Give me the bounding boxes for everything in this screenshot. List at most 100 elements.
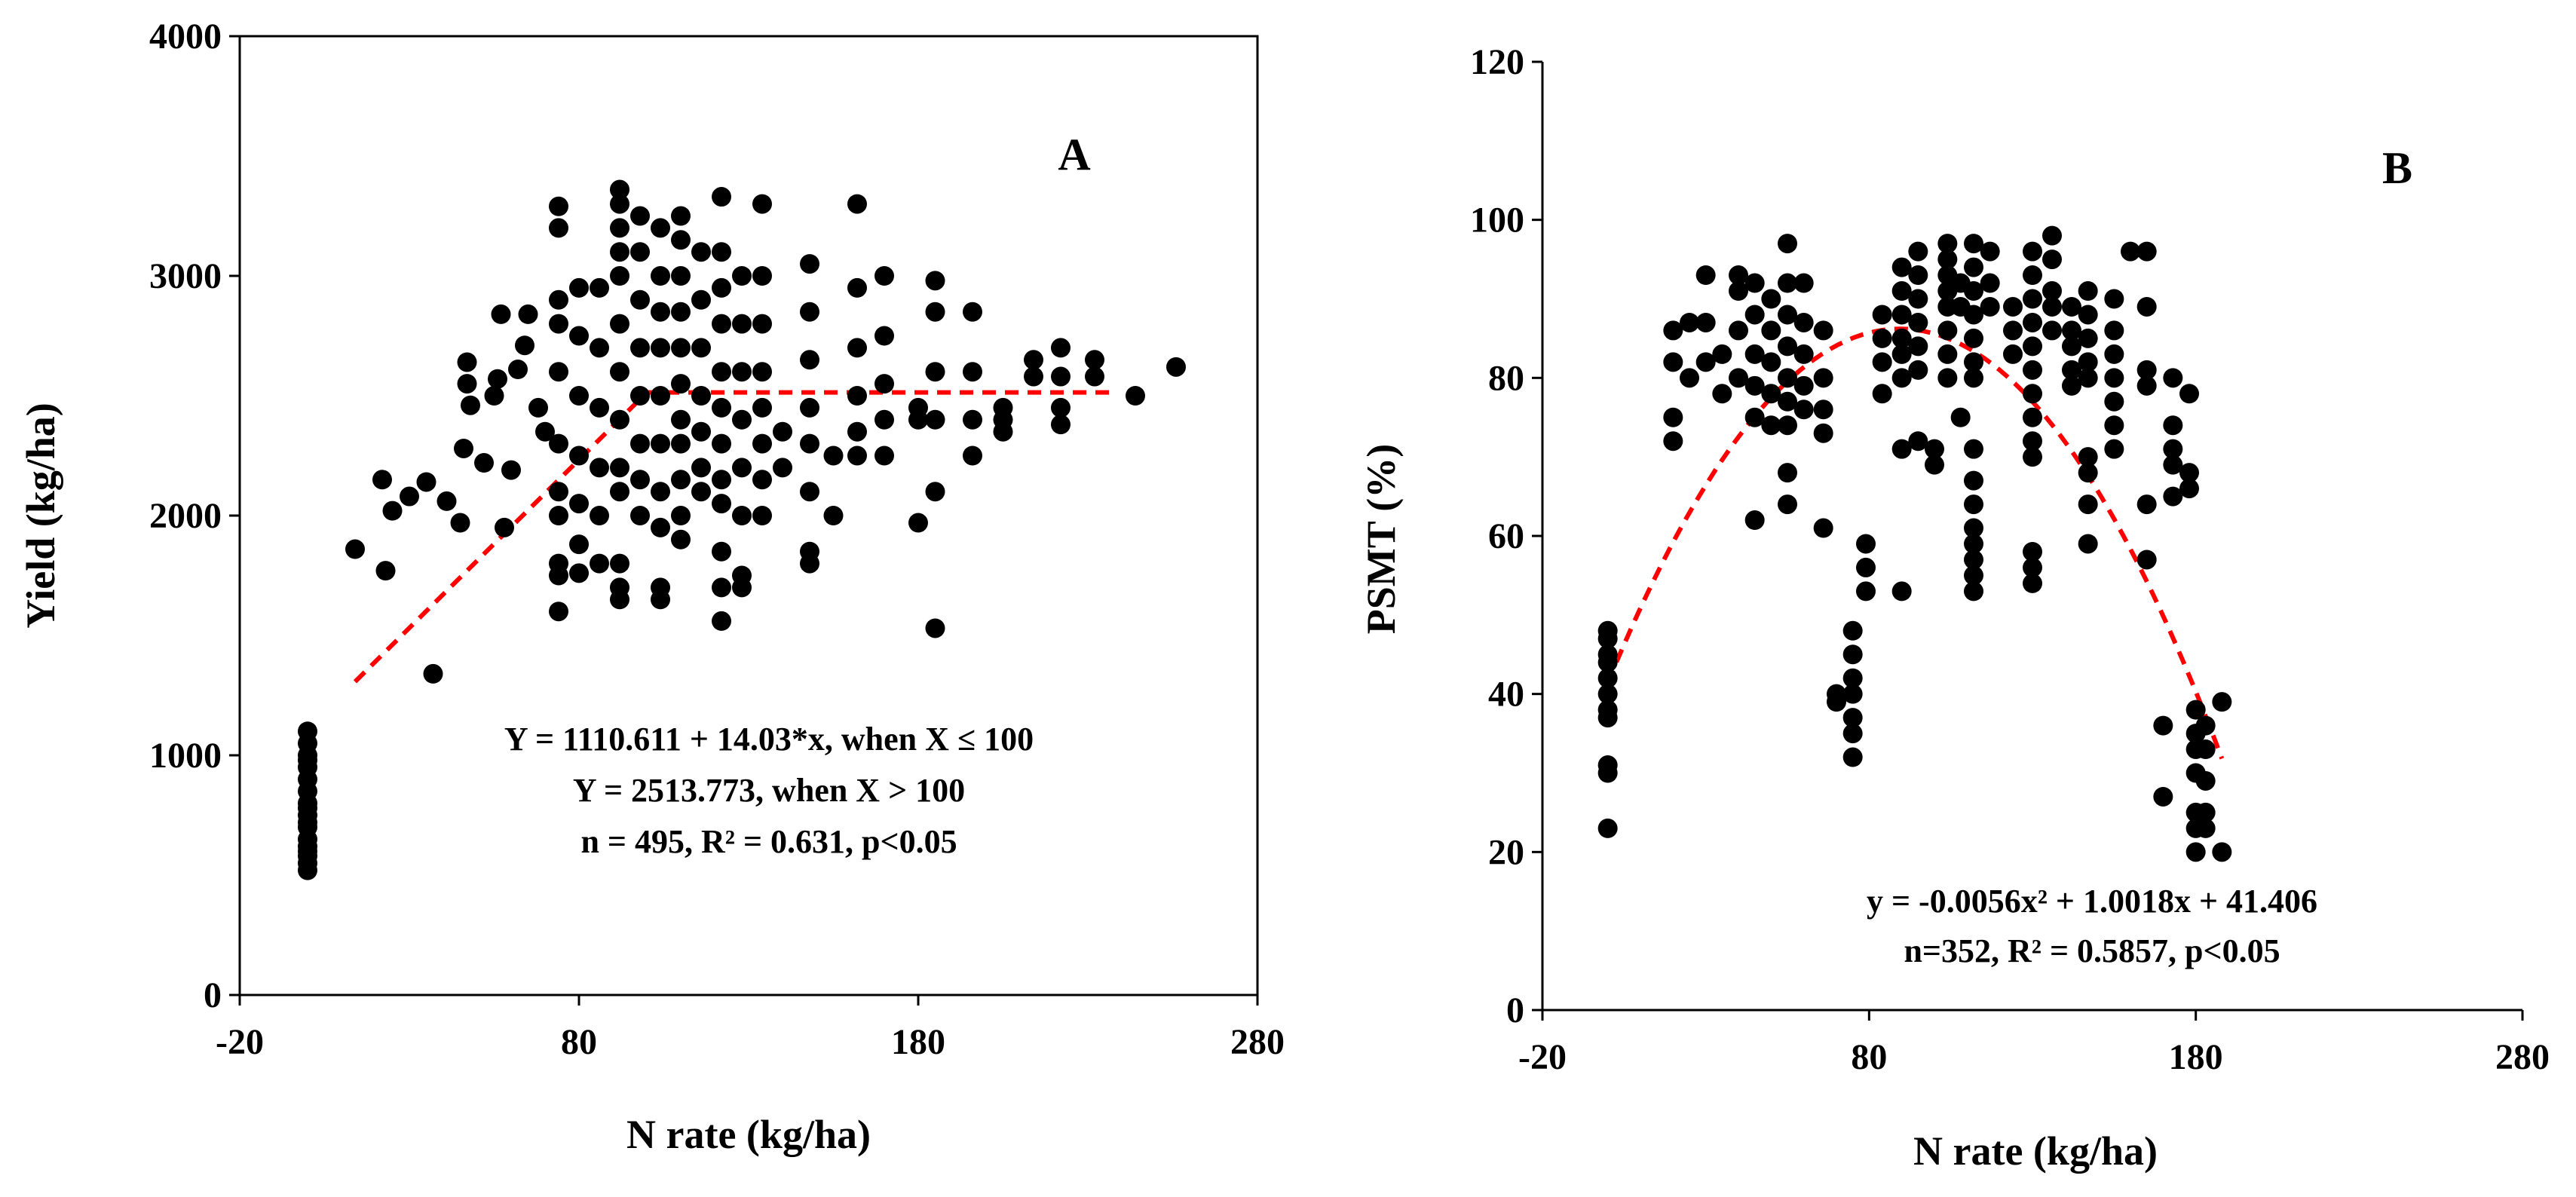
data-point xyxy=(2104,320,2124,341)
data-point xyxy=(1842,668,1863,688)
y-tick-label-b: 20 xyxy=(1488,832,1524,872)
data-point xyxy=(2212,842,2232,862)
data-point xyxy=(1778,494,1797,515)
data-point xyxy=(610,589,629,610)
data-point xyxy=(1663,407,1683,427)
data-point xyxy=(1937,344,1958,364)
data-point xyxy=(874,266,894,286)
data-point xyxy=(1891,368,1912,388)
data-point xyxy=(2121,241,2140,262)
data-point xyxy=(732,266,752,286)
data-point xyxy=(712,314,731,334)
data-point xyxy=(1695,312,1716,332)
data-point xyxy=(549,218,568,238)
data-point xyxy=(800,397,819,418)
data-point xyxy=(2195,818,2216,838)
data-point xyxy=(1166,357,1186,377)
data-point xyxy=(712,277,731,298)
data-point xyxy=(610,553,629,574)
data-point xyxy=(671,433,691,454)
data-point xyxy=(691,242,711,262)
data-point xyxy=(752,194,772,214)
data-point xyxy=(2078,494,2098,515)
data-point xyxy=(1908,289,1928,309)
data-point xyxy=(1856,534,1876,554)
data-point xyxy=(2023,447,2042,467)
x-tick-label-b: 80 xyxy=(1851,1037,1887,1077)
data-point xyxy=(1729,281,1748,302)
data-point xyxy=(1937,234,1958,254)
data-point xyxy=(457,374,477,394)
data-point xyxy=(732,458,752,478)
data-point xyxy=(2003,296,2023,317)
x-axis-label-b: N rate (kg/ha) xyxy=(1913,1128,2158,1174)
data-point xyxy=(800,433,819,454)
data-point xyxy=(2195,802,2216,822)
data-point xyxy=(847,386,867,406)
y-tick-label-b: 80 xyxy=(1488,358,1524,398)
data-point xyxy=(1712,344,1732,364)
equation-line-b-1: y = -0.0056x² + 1.0018x + 41.406 xyxy=(1867,883,2317,920)
data-point xyxy=(800,553,819,574)
data-point xyxy=(2023,407,2042,427)
data-point xyxy=(1856,581,1876,602)
data-point xyxy=(549,602,568,622)
data-point xyxy=(450,513,470,533)
data-point xyxy=(1964,565,1983,586)
axis-ticks-a: 0 1000 2000 3000 4000 -20 80 180 280 xyxy=(149,17,1285,1062)
data-point xyxy=(1051,415,1071,435)
data-point xyxy=(651,338,670,358)
data-point xyxy=(2163,455,2183,475)
data-point xyxy=(800,254,819,274)
data-point xyxy=(1761,320,1781,341)
data-point xyxy=(1964,439,1983,459)
data-point xyxy=(610,218,629,238)
equation-line-a-1: Y = 1110.611 + 14.03*x, when X ≤ 100 xyxy=(504,721,1034,758)
data-point xyxy=(823,506,844,525)
data-point xyxy=(1597,763,1618,783)
data-point xyxy=(1925,439,1944,459)
data-point xyxy=(515,335,534,356)
data-point xyxy=(495,517,514,537)
x-tick-label-b: -20 xyxy=(1518,1037,1567,1077)
data-point xyxy=(671,230,691,250)
data-point xyxy=(1761,415,1781,436)
data-point xyxy=(1778,305,1797,325)
data-point xyxy=(590,338,609,358)
data-point xyxy=(1842,708,1863,728)
data-point xyxy=(671,206,691,226)
data-point xyxy=(1964,470,1983,491)
data-point xyxy=(1744,510,1765,531)
data-point xyxy=(501,460,521,480)
data-point xyxy=(874,409,894,430)
data-point xyxy=(908,409,928,430)
data-point xyxy=(454,438,473,458)
data-point xyxy=(528,397,548,418)
data-point xyxy=(712,541,731,562)
data-point xyxy=(610,194,629,214)
data-point xyxy=(549,433,568,454)
data-point xyxy=(1778,415,1797,436)
data-point xyxy=(2078,305,2098,325)
data-point xyxy=(671,470,691,490)
data-point xyxy=(1964,305,1983,325)
data-point xyxy=(2104,344,2124,364)
data-point xyxy=(1744,305,1765,325)
data-point xyxy=(1680,368,1699,388)
data-point xyxy=(2062,360,2081,380)
data-point xyxy=(1597,818,1618,838)
data-point xyxy=(590,553,609,574)
data-point xyxy=(508,360,528,380)
data-point xyxy=(773,458,792,478)
y-tick-label-b: 100 xyxy=(1470,201,1524,240)
data-point xyxy=(1778,463,1797,483)
data-point xyxy=(1980,241,2000,262)
data-point xyxy=(671,302,691,322)
data-point xyxy=(2179,463,2199,483)
data-point xyxy=(610,482,629,502)
panel-label-b: B xyxy=(2382,143,2412,193)
data-point xyxy=(2163,439,2183,459)
y-axis-label-b: PSMT (%) xyxy=(1358,444,1404,635)
data-point xyxy=(2078,281,2098,302)
